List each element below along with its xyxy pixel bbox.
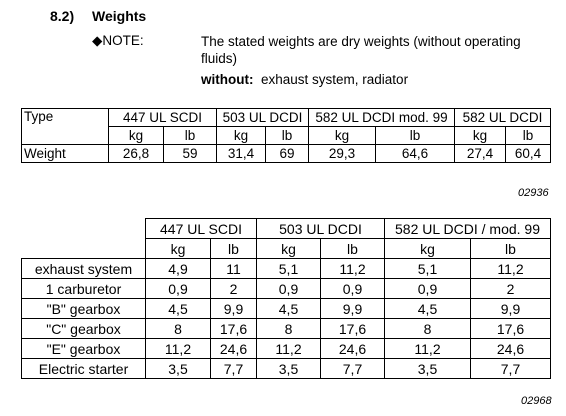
cell: 24,6 <box>470 338 551 359</box>
cell: 4,5 <box>145 298 211 319</box>
cell: 24,6 <box>320 338 385 359</box>
data-row: "C" gearbox 8 17,6 8 17,6 8 17,6 <box>21 318 551 339</box>
cell: 11 <box>210 258 257 279</box>
cell: "E" gearbox <box>21 338 146 359</box>
cell: 11,2 <box>145 338 211 359</box>
cell: 11,2 <box>470 258 551 279</box>
cell: 31,4 <box>216 144 267 163</box>
cell: 0,9 <box>320 278 385 299</box>
cell: 8 <box>145 318 211 339</box>
cell: 1 carburetor <box>21 278 146 299</box>
data-row: "B" gearbox 4,5 9,9 4,5 9,9 4,5 9,9 <box>21 298 551 319</box>
cell: 5,1 <box>256 258 321 279</box>
data-row: Electric starter 3,5 7,7 3,5 7,7 3,5 7,7 <box>21 358 551 379</box>
unit-cell: kg <box>216 126 267 145</box>
cell: 3,5 <box>256 358 321 379</box>
data-row: Weight 26,8 59 31,4 69 29,3 64,6 27,4 60,4 <box>21 144 552 163</box>
unit-cell: kg <box>256 238 321 259</box>
section-title: Weights <box>92 8 147 24</box>
cell: 27,4 <box>454 144 507 163</box>
note-label: ◆NOTE: <box>92 33 144 48</box>
cell: 11,2 <box>320 258 385 279</box>
cell: 2 <box>210 278 257 299</box>
cell: 11,2 <box>384 338 471 359</box>
cell: 69 <box>265 144 310 163</box>
cell: 60,4 <box>505 144 552 163</box>
cell: 64,6 <box>375 144 456 163</box>
header-cell: Type <box>21 108 109 145</box>
cell: 26,8 <box>108 144 164 163</box>
cell: 11,2 <box>256 338 321 359</box>
header-row: 447 UL SCDI 503 UL DCDI 582 UL DCDI / mod.… <box>21 218 551 259</box>
without-label: without: <box>201 72 254 87</box>
cell: 7,7 <box>320 358 385 379</box>
cell: 7,7 <box>210 358 257 379</box>
header-cell: 447 UL SCDI <box>145 218 257 239</box>
cell: 9,9 <box>320 298 385 319</box>
cell: 59 <box>162 144 218 163</box>
unit-cell: lb <box>320 238 385 259</box>
without-text: exhaust system, radiator <box>261 72 409 87</box>
unit-cell: kg <box>454 126 507 145</box>
unit-row: kg lb kg lb kg lb kg lb <box>22 126 552 145</box>
header-cell: 503 UL DCDI <box>256 218 385 239</box>
header-row: Type 447 UL SCDI 503 UL DCDI 582 UL DCDI mo… <box>21 108 552 145</box>
cell: Electric starter <box>21 358 146 379</box>
unit-cell: lb <box>375 126 456 145</box>
section-number: 8.2) <box>50 8 75 24</box>
header-cell: 582 UL DCDI / mod. 99 <box>384 218 551 239</box>
cell: 0,9 <box>256 278 321 299</box>
cell: 8 <box>384 318 471 339</box>
data-row: 1 carburetor 0,9 2 0,9 0,9 0,9 2 <box>21 278 551 299</box>
cell: 17,6 <box>320 318 385 339</box>
cell: 3,5 <box>384 358 471 379</box>
cell: 9,9 <box>470 298 551 319</box>
cell: 0,9 <box>384 278 471 299</box>
cell: 17,6 <box>210 318 257 339</box>
cell: 29,3 <box>308 144 377 163</box>
unit-cell: lb <box>162 126 218 145</box>
header-cell: 447 UL SCDI <box>107 108 218 127</box>
note-text: The stated weights are dry weights (with… <box>201 34 521 66</box>
figure-number: 02936 <box>518 187 549 199</box>
cell: Weight <box>21 144 109 163</box>
figure-number: 02968 <box>521 395 552 407</box>
without-line: without: exhaust system, radiator <box>201 72 408 87</box>
header-cell: 582 UL DCDI <box>454 108 552 127</box>
cell: "C" gearbox <box>21 318 146 339</box>
data-row: exhaust system 4,9 11 5,1 11,2 5,1 11,2 <box>21 258 551 279</box>
cell: 9,9 <box>210 298 257 319</box>
cell: 7,7 <box>470 358 551 379</box>
unit-cell: kg <box>308 126 377 145</box>
cell: 5,1 <box>384 258 471 279</box>
unit-cell: kg <box>384 238 471 259</box>
cell: 24,6 <box>210 338 257 359</box>
cell: 17,6 <box>470 318 551 339</box>
unit-cell: kg <box>145 238 211 259</box>
cell: 4,9 <box>145 258 211 279</box>
cell: 2 <box>470 278 551 299</box>
unit-cell: kg <box>108 126 164 145</box>
cell: 0,9 <box>145 278 211 299</box>
unit-cell: lb <box>265 126 310 145</box>
cell: 8 <box>256 318 321 339</box>
unit-cell: lb <box>470 238 551 259</box>
unit-cell: lb <box>210 238 257 259</box>
cell: "B" gearbox <box>21 298 146 319</box>
data-row: "E" gearbox 11,2 24,6 11,2 24,6 11,2 24,6 <box>21 338 551 359</box>
cell: 4,5 <box>384 298 471 319</box>
cell: 3,5 <box>145 358 211 379</box>
weights-table: Type 447 UL SCDI 503 UL DCDI 582 UL DCDI mo… <box>21 108 552 163</box>
cell: exhaust system <box>21 258 146 279</box>
cell: 4,5 <box>256 298 321 319</box>
components-table: 447 UL SCDI 503 UL DCDI 582 UL DCDI / mod.… <box>21 218 551 379</box>
header-cell: 582 UL DCDI mod. 99 <box>308 108 456 127</box>
header-cell: 503 UL DCDI <box>216 108 310 127</box>
blank-cell <box>21 218 146 259</box>
unit-cell: lb <box>505 126 552 145</box>
